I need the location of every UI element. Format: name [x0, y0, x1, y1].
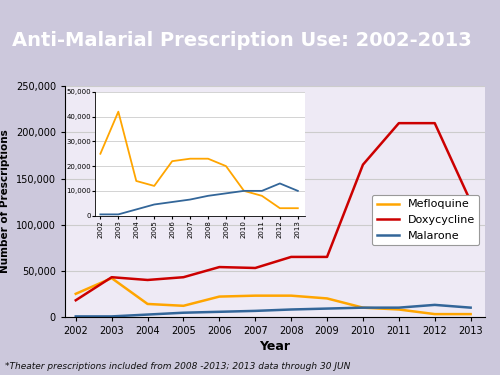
Text: Anti-Malarial Prescription Use: 2002-2013: Anti-Malarial Prescription Use: 2002-201…	[12, 31, 472, 50]
Legend: Mefloquine, Doxycycline, Malarone: Mefloquine, Doxycycline, Malarone	[372, 195, 480, 245]
X-axis label: Year: Year	[260, 340, 290, 353]
Text: *Theater prescriptions included from 2008 -2013; 2013 data through 30 JUN: *Theater prescriptions included from 200…	[5, 362, 350, 371]
Y-axis label: Number of Prescriptions: Number of Prescriptions	[0, 130, 10, 273]
